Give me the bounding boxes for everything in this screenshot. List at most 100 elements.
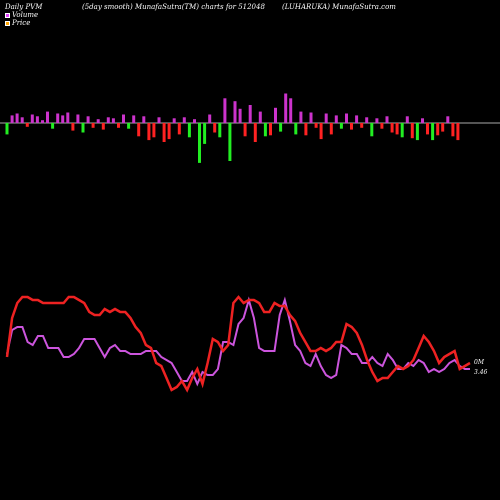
- volume-bar: [56, 113, 60, 123]
- volume-bar: [319, 123, 323, 140]
- volume-bar: [198, 123, 201, 163]
- volume-bar: [269, 123, 272, 136]
- volume-bar: [253, 123, 257, 142]
- volume-end-label: 0M: [474, 359, 485, 366]
- header-right: (LUHARUKA) MunafaSutra.com: [282, 3, 396, 11]
- volume-bar: [446, 116, 450, 123]
- volume-bar: [71, 123, 75, 131]
- volume-bar: [162, 123, 166, 142]
- volume-bar: [152, 123, 156, 138]
- volume-bar: [167, 123, 171, 140]
- volume-bar: [350, 123, 353, 130]
- volume-bar: [390, 123, 394, 133]
- volume-bar: [324, 113, 328, 123]
- volume-bar: [294, 123, 298, 135]
- volume-bar: [228, 123, 232, 161]
- volume-bar: [334, 115, 338, 123]
- volume-bar: [248, 105, 252, 124]
- volume-bar: [451, 123, 455, 137]
- volume-bar: [243, 123, 247, 137]
- volume-bar: [375, 118, 379, 124]
- volume-bar: [15, 113, 19, 123]
- volume-bar: [380, 123, 384, 129]
- volume-bar: [355, 115, 359, 123]
- volume-bar: [370, 123, 374, 137]
- volume-bar: [345, 113, 348, 123]
- volume-bar: [314, 123, 318, 128]
- volume-bar: [25, 123, 29, 127]
- volume-bar: [436, 123, 440, 136]
- volume-bar: [51, 123, 55, 129]
- volume-bar: [441, 123, 445, 132]
- volume-bar: [76, 114, 80, 124]
- volume-bar: [421, 118, 424, 124]
- volume-bar: [405, 116, 409, 123]
- volume-bar: [309, 112, 313, 123]
- volume-bar: [142, 116, 146, 123]
- volume-bar: [360, 123, 364, 128]
- legend-price: Price: [5, 19, 38, 27]
- legend-volume-label: Volume: [12, 11, 39, 19]
- volume-bar: [117, 123, 120, 128]
- volume-bar: [177, 123, 181, 135]
- volume-bar: [456, 123, 460, 141]
- volume-bar: [304, 123, 308, 136]
- volume-bar: [157, 117, 161, 123]
- volume-bar: [172, 118, 176, 124]
- volume-bar: [431, 123, 435, 141]
- volume-bar: [30, 114, 34, 124]
- volume-bar: [41, 120, 44, 124]
- volume-bar: [233, 101, 237, 123]
- volume-bar: [35, 116, 39, 123]
- volume-bar: [147, 123, 151, 141]
- legend: Volume Price: [5, 11, 38, 27]
- volume-bar: [46, 111, 49, 123]
- volume-bar: [81, 123, 85, 133]
- volume-bar: [111, 118, 115, 124]
- volume-bar: [339, 123, 343, 129]
- price-line: [5, 295, 471, 393]
- volume-bar: [203, 123, 207, 144]
- volume-bar: [122, 114, 125, 124]
- volume-bar: [86, 116, 90, 123]
- volume-bar: [91, 123, 95, 128]
- volume-bar: [263, 123, 267, 137]
- header-center: (5day smooth) MunafaSutra(TM) charts for…: [82, 3, 265, 11]
- volume-bar: [238, 108, 242, 124]
- volume-bar: [365, 117, 369, 123]
- volume-bar: [218, 123, 222, 138]
- legend-price-label: Price: [12, 19, 31, 27]
- volume-bar: [274, 107, 277, 123]
- volume-bar: [96, 119, 100, 123]
- price-end-label: 3.46: [474, 369, 488, 376]
- volume-bar: [284, 93, 288, 123]
- legend-price-swatch: [5, 20, 10, 26]
- legend-volume: Volume: [5, 11, 38, 19]
- volume-bar: [299, 111, 303, 123]
- volume-bars: [5, 93, 460, 163]
- volume-bar: [182, 117, 186, 123]
- volume-bar: [137, 123, 141, 137]
- volume-bar: [415, 123, 419, 141]
- volume-bar: [132, 115, 136, 123]
- volume-bar: [400, 123, 404, 138]
- volume-bar: [289, 98, 293, 123]
- volume-bar: [20, 117, 24, 123]
- volume-bar: [223, 98, 227, 123]
- volume-bar: [213, 123, 217, 133]
- volume-bar: [395, 123, 399, 135]
- volume-bar: [61, 115, 65, 123]
- volume-bar: [193, 119, 196, 123]
- volume-bar: [385, 116, 389, 123]
- volume-line: [6, 296, 470, 387]
- volume-bar: [329, 123, 333, 135]
- volume-bar: [5, 123, 9, 135]
- volume-bar: [10, 115, 14, 123]
- volume-bar: [66, 112, 70, 123]
- header-left: Daily PVM: [5, 3, 43, 11]
- volume-bar: [106, 117, 110, 123]
- volume-bar: [208, 114, 212, 124]
- legend-volume-swatch: [5, 12, 10, 18]
- volume-bar: [279, 123, 283, 132]
